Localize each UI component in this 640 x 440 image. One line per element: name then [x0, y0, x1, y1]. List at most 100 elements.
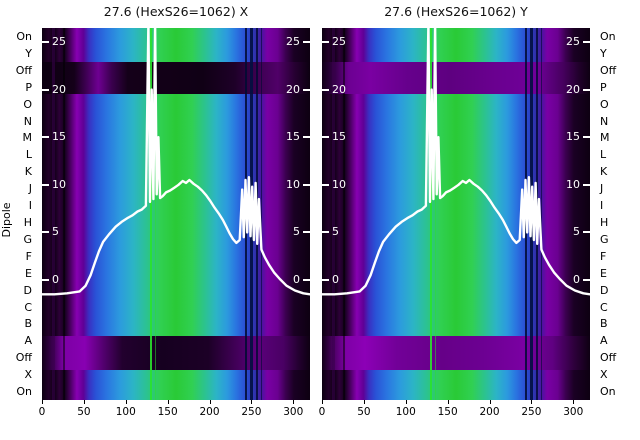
- dipole-row-label: F: [25, 249, 32, 263]
- x-tick-mark: [531, 400, 533, 404]
- x-tick-label: 300: [563, 406, 584, 418]
- heatmap-vertical-stripe: [332, 28, 336, 400]
- overlay-tick-label: 10: [566, 177, 580, 191]
- x-tick-label: 50: [357, 406, 371, 418]
- heatmap-vertical-stripe: [540, 28, 542, 400]
- x-tick-mark: [405, 400, 407, 404]
- profile-curve: [322, 28, 590, 296]
- heatmap-panel-x: 25 25 20 20 15 15 10 10 5 5 0 0: [42, 28, 310, 400]
- dipole-row-label: F: [600, 249, 607, 263]
- x-tick-mark: [251, 400, 253, 404]
- dipole-row-label: M: [600, 131, 610, 145]
- x-tick-label: 100: [395, 406, 416, 418]
- dipole-row-label: P: [25, 80, 32, 94]
- dipole-row-label: J: [28, 182, 32, 196]
- overlay-tick-label: 20: [52, 82, 66, 96]
- dipole-row-label: X: [24, 368, 32, 382]
- dipole-row-label: H: [600, 215, 609, 229]
- x-tick-mark: [209, 400, 211, 404]
- dipole-row-label: Off: [600, 351, 617, 365]
- x-tick-label: 150: [157, 406, 178, 418]
- dipole-row-label: C: [24, 300, 32, 314]
- overlay-tick-mark: [583, 279, 590, 281]
- overlay-tick-label: 25: [52, 35, 66, 48]
- x-tick-label: 0: [38, 406, 46, 418]
- dipole-row-label: On: [16, 29, 32, 43]
- dipole-row-label: B: [24, 317, 32, 331]
- overlay-tick-mark: [303, 231, 310, 234]
- panel-title-y: 27.6 (HexS26=1062) Y: [384, 4, 528, 19]
- overlay-tick-label: 20: [286, 82, 300, 96]
- heatmap-vertical-stripe: [260, 28, 262, 400]
- overlay-curve-svg: [322, 28, 590, 296]
- dipole-row-label: On: [600, 29, 616, 43]
- overlay-tick-label: 0: [573, 273, 580, 286]
- off-band-bottom: [322, 336, 590, 370]
- heatmap-vertical-stripe: [149, 28, 152, 400]
- dipole-row-label: K: [24, 165, 32, 179]
- dipole-row-label: A: [600, 334, 608, 348]
- overlay-tick-mark: [583, 136, 590, 139]
- overlay-tick-label: 25: [566, 35, 580, 48]
- x-tick-mark: [489, 400, 491, 404]
- overlay-tick-mark: [303, 183, 310, 186]
- dipole-row-label: X: [600, 368, 608, 382]
- dipole-row-label: J: [600, 182, 604, 196]
- overlay-tick-mark: [322, 183, 329, 186]
- dipole-row-label: On: [16, 385, 32, 399]
- x-tick-label: 150: [437, 406, 458, 418]
- x-tick-mark: [293, 400, 295, 404]
- dipole-row-label: Off: [15, 351, 32, 365]
- overlay-tick-mark: [583, 183, 590, 186]
- dipole-row-label: L: [25, 148, 32, 162]
- x-tick-label: 50: [77, 406, 91, 418]
- off-band-top: [42, 62, 310, 94]
- heatmap-vertical-stripe: [435, 28, 437, 400]
- overlay-tick-mark: [322, 88, 329, 91]
- overlay-tick-mark: [42, 231, 49, 234]
- overlay-tick-mark: [42, 136, 49, 139]
- off-band-bottom: [42, 336, 310, 370]
- x-tick-label: 300: [283, 406, 304, 418]
- x-tick-label: 250: [241, 406, 262, 418]
- x-tick-label: 200: [479, 406, 500, 418]
- dipole-row-label: N: [600, 114, 609, 128]
- overlay-tick-label: 10: [52, 177, 66, 191]
- dipole-row-label: D: [23, 283, 32, 297]
- overlay-tick-label: 10: [332, 177, 346, 191]
- dipole-row-label: On: [600, 385, 616, 399]
- overlay-tick-mark: [322, 231, 329, 234]
- overlay-curve-svg: [42, 28, 310, 296]
- overlay-tick-mark: [42, 183, 49, 186]
- dipole-row-label: B: [600, 317, 608, 331]
- x-tick-mark: [322, 400, 323, 404]
- overlay-tick-mark: [322, 279, 329, 281]
- dipole-row-label: A: [24, 334, 32, 348]
- overlay-tick-label: 20: [332, 82, 346, 96]
- overlay-tick-mark: [303, 279, 310, 281]
- overlay-tick-label: 25: [332, 35, 346, 48]
- x-tick-mark: [167, 400, 169, 404]
- overlay-tick-label: 15: [52, 130, 66, 144]
- dipole-row-label: O: [23, 97, 32, 111]
- overlay-tick-mark: [42, 279, 49, 281]
- off-band-top: [322, 62, 590, 94]
- heatmap-panel-y: 25 25 20 20 15 15 10 10 5 5 0 0: [322, 28, 590, 400]
- heatmap-vertical-stripe: [155, 28, 157, 400]
- overlay-tick-mark: [583, 231, 590, 234]
- overlay-tick-label: 0: [332, 273, 339, 286]
- dipole-row-label: G: [23, 232, 32, 246]
- heatmap-vertical-stripe: [52, 28, 56, 400]
- overlay-tick-label: 5: [332, 225, 339, 239]
- heatmap-vertical-stripe: [429, 28, 432, 400]
- dipole-row-label: I: [600, 199, 604, 213]
- overlay-tick-mark: [583, 88, 590, 91]
- overlay-tick-label: 10: [286, 177, 300, 191]
- dipole-row-label: Y: [25, 46, 32, 60]
- overlay-tick-label: 20: [566, 82, 580, 96]
- dipole-row-label: P: [600, 80, 607, 94]
- overlay-tick-label: 5: [52, 225, 59, 239]
- x-tick-label: 100: [115, 406, 136, 418]
- overlay-tick-mark: [303, 88, 310, 91]
